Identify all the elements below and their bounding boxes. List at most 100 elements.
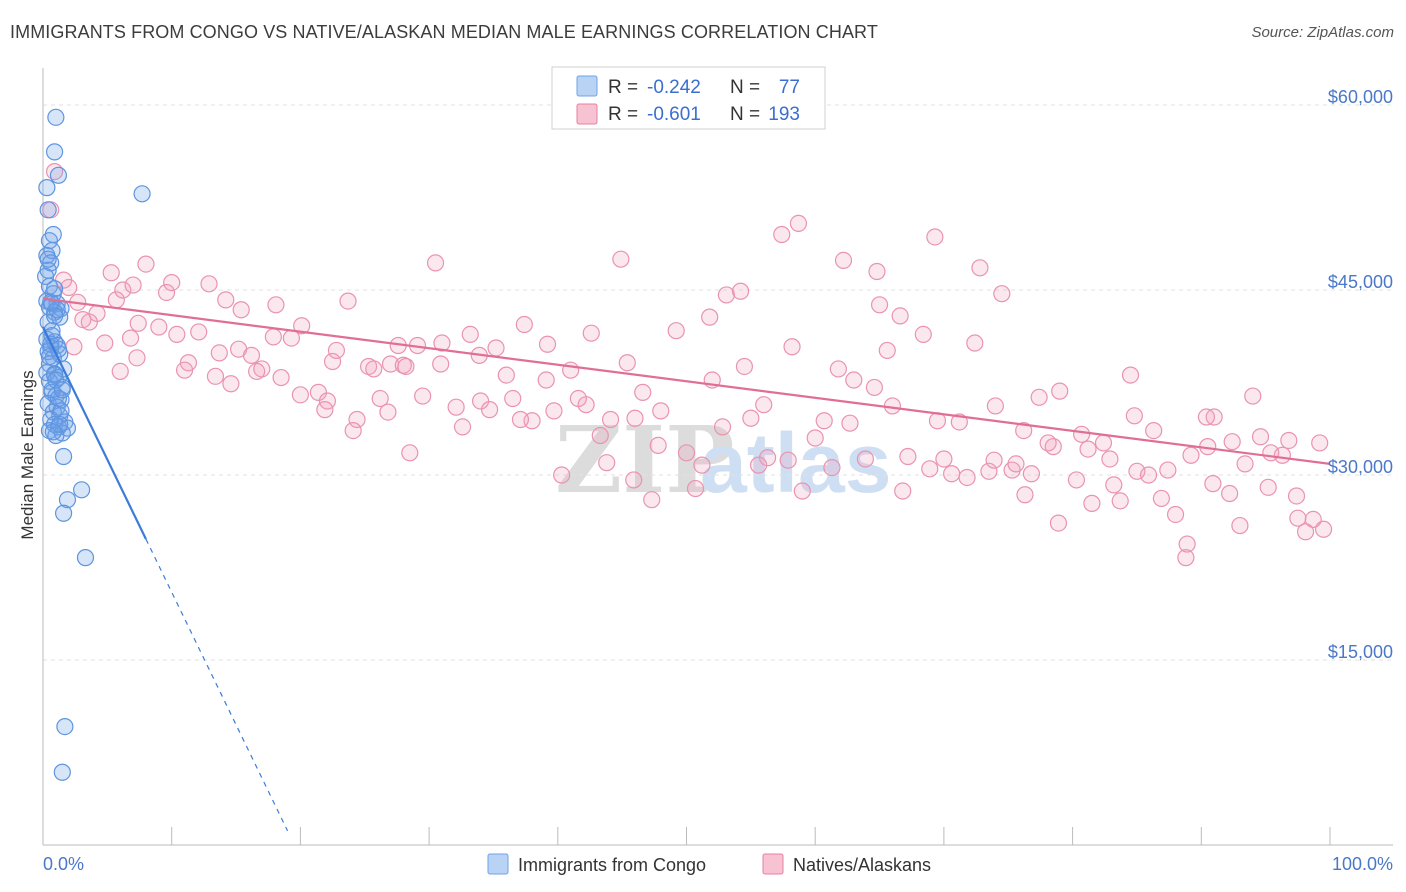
congo-point [76,549,95,567]
natives-point [921,460,939,478]
natives-point [111,362,129,380]
natives-point [612,250,630,268]
natives-point [1049,514,1068,532]
natives-point [453,418,472,436]
natives-point [1079,440,1097,458]
natives-point [1287,487,1306,505]
natives-point [397,357,415,376]
congo-point [45,303,64,321]
natives-point [1223,433,1241,451]
congo-point [39,313,57,331]
natives-point [634,383,652,401]
natives-trend-line [42,297,1331,465]
congo-point [45,280,64,298]
natives-point [222,375,240,393]
natives-point [291,386,309,404]
natives-point [1231,516,1249,535]
natives-point [926,228,944,246]
natives-point [891,307,909,325]
natives-point [432,355,450,373]
natives-point [293,317,311,335]
natives-point [806,429,824,447]
natives-point [693,456,711,474]
natives-point [1145,422,1163,440]
natives-point [773,225,791,244]
natives-point [114,281,132,299]
congo-point [45,143,64,161]
congo-point [47,371,65,389]
natives-point [899,447,917,466]
series-natives-points [42,163,1333,567]
natives-point [735,357,754,376]
natives-point [1314,520,1333,538]
natives-point [1022,465,1041,483]
natives-point [950,413,968,431]
natives-point [986,397,1004,415]
natives-point [1259,478,1277,496]
natives-point [515,315,533,334]
congo-point [53,763,71,781]
natives-point [1094,434,1113,452]
y-tick-label: $60,000 [1328,87,1393,107]
natives-point [1083,494,1101,512]
legend-swatch-congo [576,75,598,97]
legend-r-value-congo: -0.242 [647,77,701,98]
natives-point [1030,388,1048,406]
y-tick-label: $15,000 [1328,642,1393,662]
natives-point [102,264,120,282]
natives-point [1051,382,1069,400]
natives-point [591,426,609,445]
x-ticks [171,827,1331,845]
congo-trend-line [42,326,147,540]
natives-point [966,334,984,352]
bottom-legend-swatch-natives [762,853,784,875]
congo-point [53,381,71,399]
natives-point [701,308,719,326]
natives-point [96,334,114,352]
natives-point [206,367,225,385]
natives-point [1311,434,1329,452]
congo-point [58,491,77,509]
natives-point [834,251,853,269]
natives-point [1236,455,1254,473]
natives-point [935,450,953,468]
natives-point [626,409,644,427]
congo-trend-extension [145,538,289,832]
legend-swatch-natives [576,103,598,125]
natives-point [504,389,522,408]
congo-point [43,241,61,260]
natives-point [894,482,912,500]
natives-point [480,401,499,419]
natives-point [971,259,989,277]
natives-point [1125,407,1143,425]
congo-point [54,447,73,466]
congo-point [36,267,55,286]
legend-n-label-natives: N = [730,104,760,125]
natives-point [993,285,1011,303]
natives-point [163,274,181,292]
natives-point [823,459,841,477]
natives-point [511,410,530,429]
natives-point [717,286,735,304]
natives-point [1296,523,1315,541]
natives-point [309,383,328,401]
natives-point [121,329,140,347]
natives-point [841,414,859,432]
natives-point [200,275,218,293]
natives-point [65,338,83,356]
bottom-legend-swatch-congo [487,853,509,875]
natives-point [210,344,228,362]
congo-point [133,185,151,203]
natives-point [1105,476,1123,494]
natives-point [1251,428,1270,446]
natives-point [168,325,186,343]
x-tick-label-min: 0.0% [43,854,84,874]
natives-point [625,471,643,489]
series-congo-points [36,108,151,781]
natives-point [779,451,797,469]
natives-point [157,283,176,302]
natives-point [958,468,976,487]
natives-point [677,444,696,462]
natives-point [128,349,146,367]
natives-point [129,314,147,332]
